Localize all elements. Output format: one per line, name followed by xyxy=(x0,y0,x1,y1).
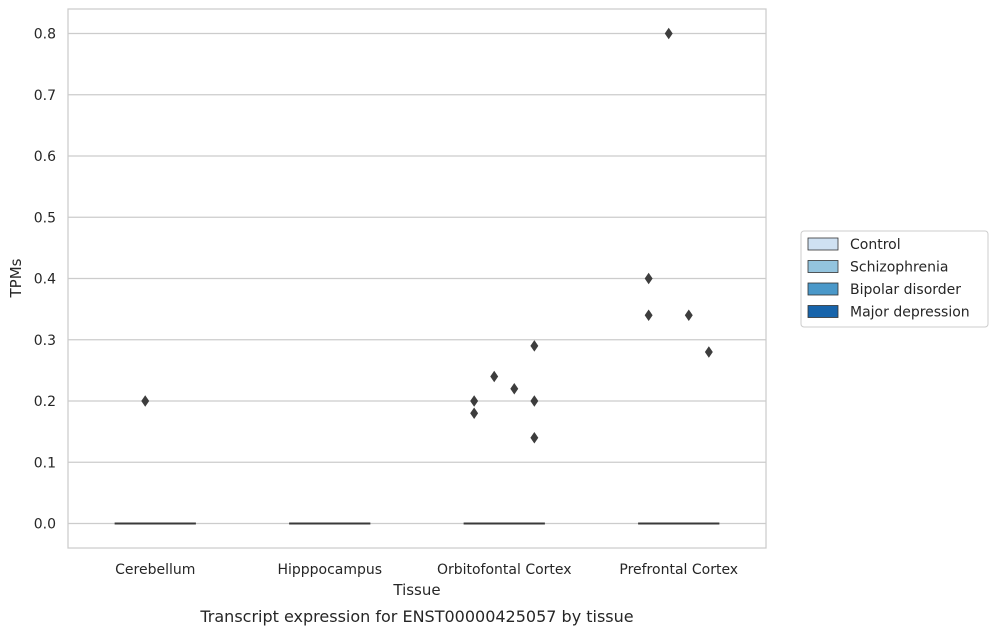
outliers xyxy=(141,27,713,444)
plot-area-frame xyxy=(67,8,767,549)
outlier-point xyxy=(704,346,713,358)
legend-swatch xyxy=(807,305,839,318)
y-axis-title: TPMs xyxy=(7,258,25,298)
outlier-point xyxy=(490,370,499,383)
legend-swatch xyxy=(807,260,839,273)
legend-swatch xyxy=(807,237,839,251)
outlier-point xyxy=(644,309,653,321)
outlier-point xyxy=(141,395,150,407)
y-tick-label: 0.5 xyxy=(34,210,56,226)
y-tick-label: 0.6 xyxy=(34,149,56,165)
boxes xyxy=(114,522,720,525)
x-tick-label: Orbitofontal Cortex xyxy=(437,562,572,578)
legend-label: Major depression xyxy=(850,305,970,321)
x-tick-label: Hipppocampus xyxy=(277,562,382,578)
y-tick-label: 0.4 xyxy=(34,272,56,288)
x-axis-ticks: Cerebellum Hipppocampus Orbitofontal Corte… xyxy=(115,562,738,578)
y-tick-label: 0.7 xyxy=(34,88,56,104)
legend-label: Schizophrenia xyxy=(850,260,948,276)
outlier-point xyxy=(470,395,479,407)
y-tick-label: 0.8 xyxy=(34,27,56,43)
figure-caption: Transcript expression for ENST0000042505… xyxy=(199,607,633,626)
outlier-point xyxy=(530,432,539,444)
outlier-point xyxy=(530,395,539,407)
outlier-point xyxy=(530,340,539,352)
y-axis-ticks: 0.0 0.1 0.2 0.3 0.4 0.5 0.6 0.7 0.8 xyxy=(34,27,56,533)
y-tick-label: 0.1 xyxy=(34,455,56,471)
outlier-point xyxy=(644,272,653,285)
x-tick-label: Prefrontal Cortex xyxy=(619,562,738,578)
outlier-point xyxy=(470,407,479,419)
y-tick-label: 0.0 xyxy=(34,517,56,533)
x-axis-title: Tissue xyxy=(392,581,440,599)
x-tick-label: Cerebellum xyxy=(115,562,195,578)
y-tick-label: 0.2 xyxy=(34,394,56,410)
y-tick-label: 0.3 xyxy=(34,333,56,349)
outlier-point xyxy=(664,27,673,40)
legend-frame xyxy=(800,230,989,328)
legend-label: Control xyxy=(850,237,901,253)
outlier-point xyxy=(684,309,693,321)
legend-swatch xyxy=(807,282,839,296)
legend: Control Schizophrenia Bipolar disorder Majo… xyxy=(800,230,989,328)
legend-label: Bipolar disorder xyxy=(850,282,961,298)
outlier-point xyxy=(510,383,519,395)
